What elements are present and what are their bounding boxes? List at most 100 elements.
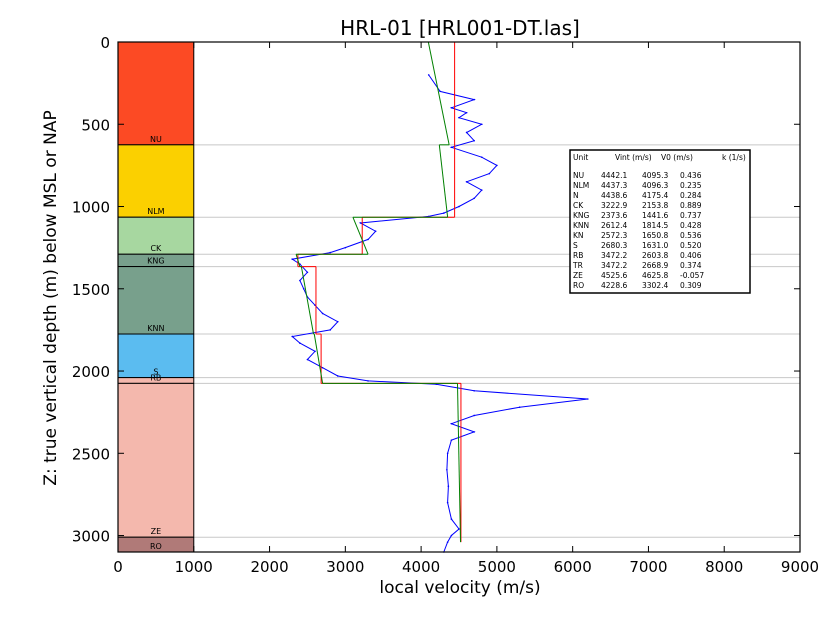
table-cell: 0.428: [680, 221, 702, 230]
velocity-point: [299, 342, 301, 344]
table-cell: 4437.3: [601, 181, 627, 190]
table-cell: 1441.6: [642, 211, 668, 220]
velocity-point: [450, 146, 453, 149]
velocity-point: [367, 380, 369, 382]
table-cell: 1631.0: [642, 241, 668, 250]
x-tick-label: 4000: [402, 558, 440, 576]
unit-label-s: S: [153, 368, 158, 377]
table-cell: CK: [573, 201, 584, 210]
y-tick-label: 500: [81, 116, 110, 134]
velocity-point: [465, 111, 468, 114]
velocity-point: [336, 320, 339, 323]
y-axis-label: Z: true vertical depth (m) below MSL or …: [41, 110, 61, 485]
table-cell: KNG: [573, 211, 590, 220]
x-tick-label: 7000: [629, 558, 667, 576]
table-cell: 3472.2: [601, 251, 627, 260]
table-cell: 0.406: [680, 251, 702, 260]
velocity-point: [473, 431, 475, 433]
velocity-log-line: [290, 74, 588, 553]
velocity-point: [427, 74, 430, 76]
table-header: Vint (m/s): [615, 153, 652, 162]
velocity-point: [321, 312, 324, 315]
unit-label-knn: KNN: [147, 324, 164, 333]
unit-table-box: [569, 149, 751, 294]
table-cell: 4442.1: [601, 171, 627, 180]
velocity-point: [473, 414, 475, 417]
trend-line: [352, 217, 369, 255]
velocity-point: [450, 439, 453, 441]
velocity-point: [446, 452, 449, 455]
velocity-point: [291, 258, 294, 260]
velocity-point: [450, 518, 453, 520]
velocity-point: [450, 107, 453, 109]
x-tick-label: 8000: [705, 558, 743, 576]
table-cell: 0.436: [680, 171, 702, 180]
y-tick-label: 2000: [72, 363, 110, 381]
trend-line: [313, 333, 324, 384]
velocity-point: [439, 90, 441, 93]
table-cell: RB: [573, 251, 583, 260]
table-cell: 0.309: [680, 281, 702, 290]
x-tick-label: 9000: [781, 558, 819, 576]
table-cell: 2668.9: [642, 261, 668, 270]
velocity-point: [447, 485, 450, 487]
table-cell: NLM: [573, 181, 589, 190]
table-cell: 2612.4: [601, 221, 627, 230]
table-cell: 2373.6: [601, 211, 627, 220]
x-axis-label: local velocity (m/s): [379, 578, 540, 598]
velocity-point: [367, 238, 369, 241]
table-cell: 4175.4: [642, 191, 668, 200]
table-cell: TR: [572, 261, 583, 270]
table-cell: 0.520: [680, 241, 702, 250]
unit-box-knn: [117, 266, 195, 335]
table-cell: KN: [573, 231, 584, 240]
plot-frame: [117, 41, 801, 553]
table-cell: 0.284: [680, 191, 702, 200]
table-cell: 1814.5: [642, 221, 668, 230]
x-tick-label: 1000: [175, 558, 213, 576]
velocity-point: [465, 131, 468, 134]
table-cell: 4438.6: [601, 191, 627, 200]
y-tick-label: 0: [100, 34, 110, 52]
velocity-point: [450, 422, 453, 425]
trend-line: [295, 254, 301, 267]
velocity-point: [314, 304, 316, 307]
table-header: k (1/s): [722, 153, 746, 162]
velocity-point: [306, 358, 309, 361]
velocity-point: [473, 139, 475, 142]
velocity-point: [458, 528, 460, 530]
unit-label-kng: KNG: [147, 257, 164, 266]
unit-label-ro: RO: [150, 542, 162, 551]
table-cell: N: [573, 191, 579, 200]
velocity-point: [321, 366, 324, 369]
unit-label-nlm: NLM: [147, 207, 164, 216]
table-cell: 3472.2: [601, 261, 627, 270]
velocity-point: [480, 156, 483, 158]
velocity-point: [473, 98, 475, 101]
unit-label-ze: ZE: [151, 527, 162, 536]
velocity-point: [299, 279, 301, 282]
chart-title: HRL-01 [HRL001-DT.las]: [340, 16, 580, 40]
y-tick-label: 3000: [72, 528, 110, 546]
velocity-point: [465, 181, 468, 183]
table-cell: 4625.8: [642, 271, 668, 280]
velocity-point: [458, 116, 460, 119]
unit-box-ck: [117, 216, 195, 255]
trend-line: [456, 383, 462, 543]
table-cell: 3302.4: [642, 281, 668, 290]
trend-line: [300, 266, 314, 335]
table-cell: 0.374: [680, 261, 702, 270]
y-tick-label: 1500: [72, 281, 110, 299]
velocity-point: [374, 230, 377, 232]
table-cell: 0.536: [680, 231, 702, 240]
velocity-point: [458, 205, 460, 208]
unit-label-nu: NU: [150, 135, 162, 144]
trend-line: [427, 41, 450, 145]
table-cell: 2603.8: [642, 251, 668, 260]
table-cell: 0.235: [680, 181, 702, 190]
x-tick-label: 2000: [250, 558, 288, 576]
velocity-point: [446, 468, 448, 471]
velocity-point: [291, 335, 294, 338]
